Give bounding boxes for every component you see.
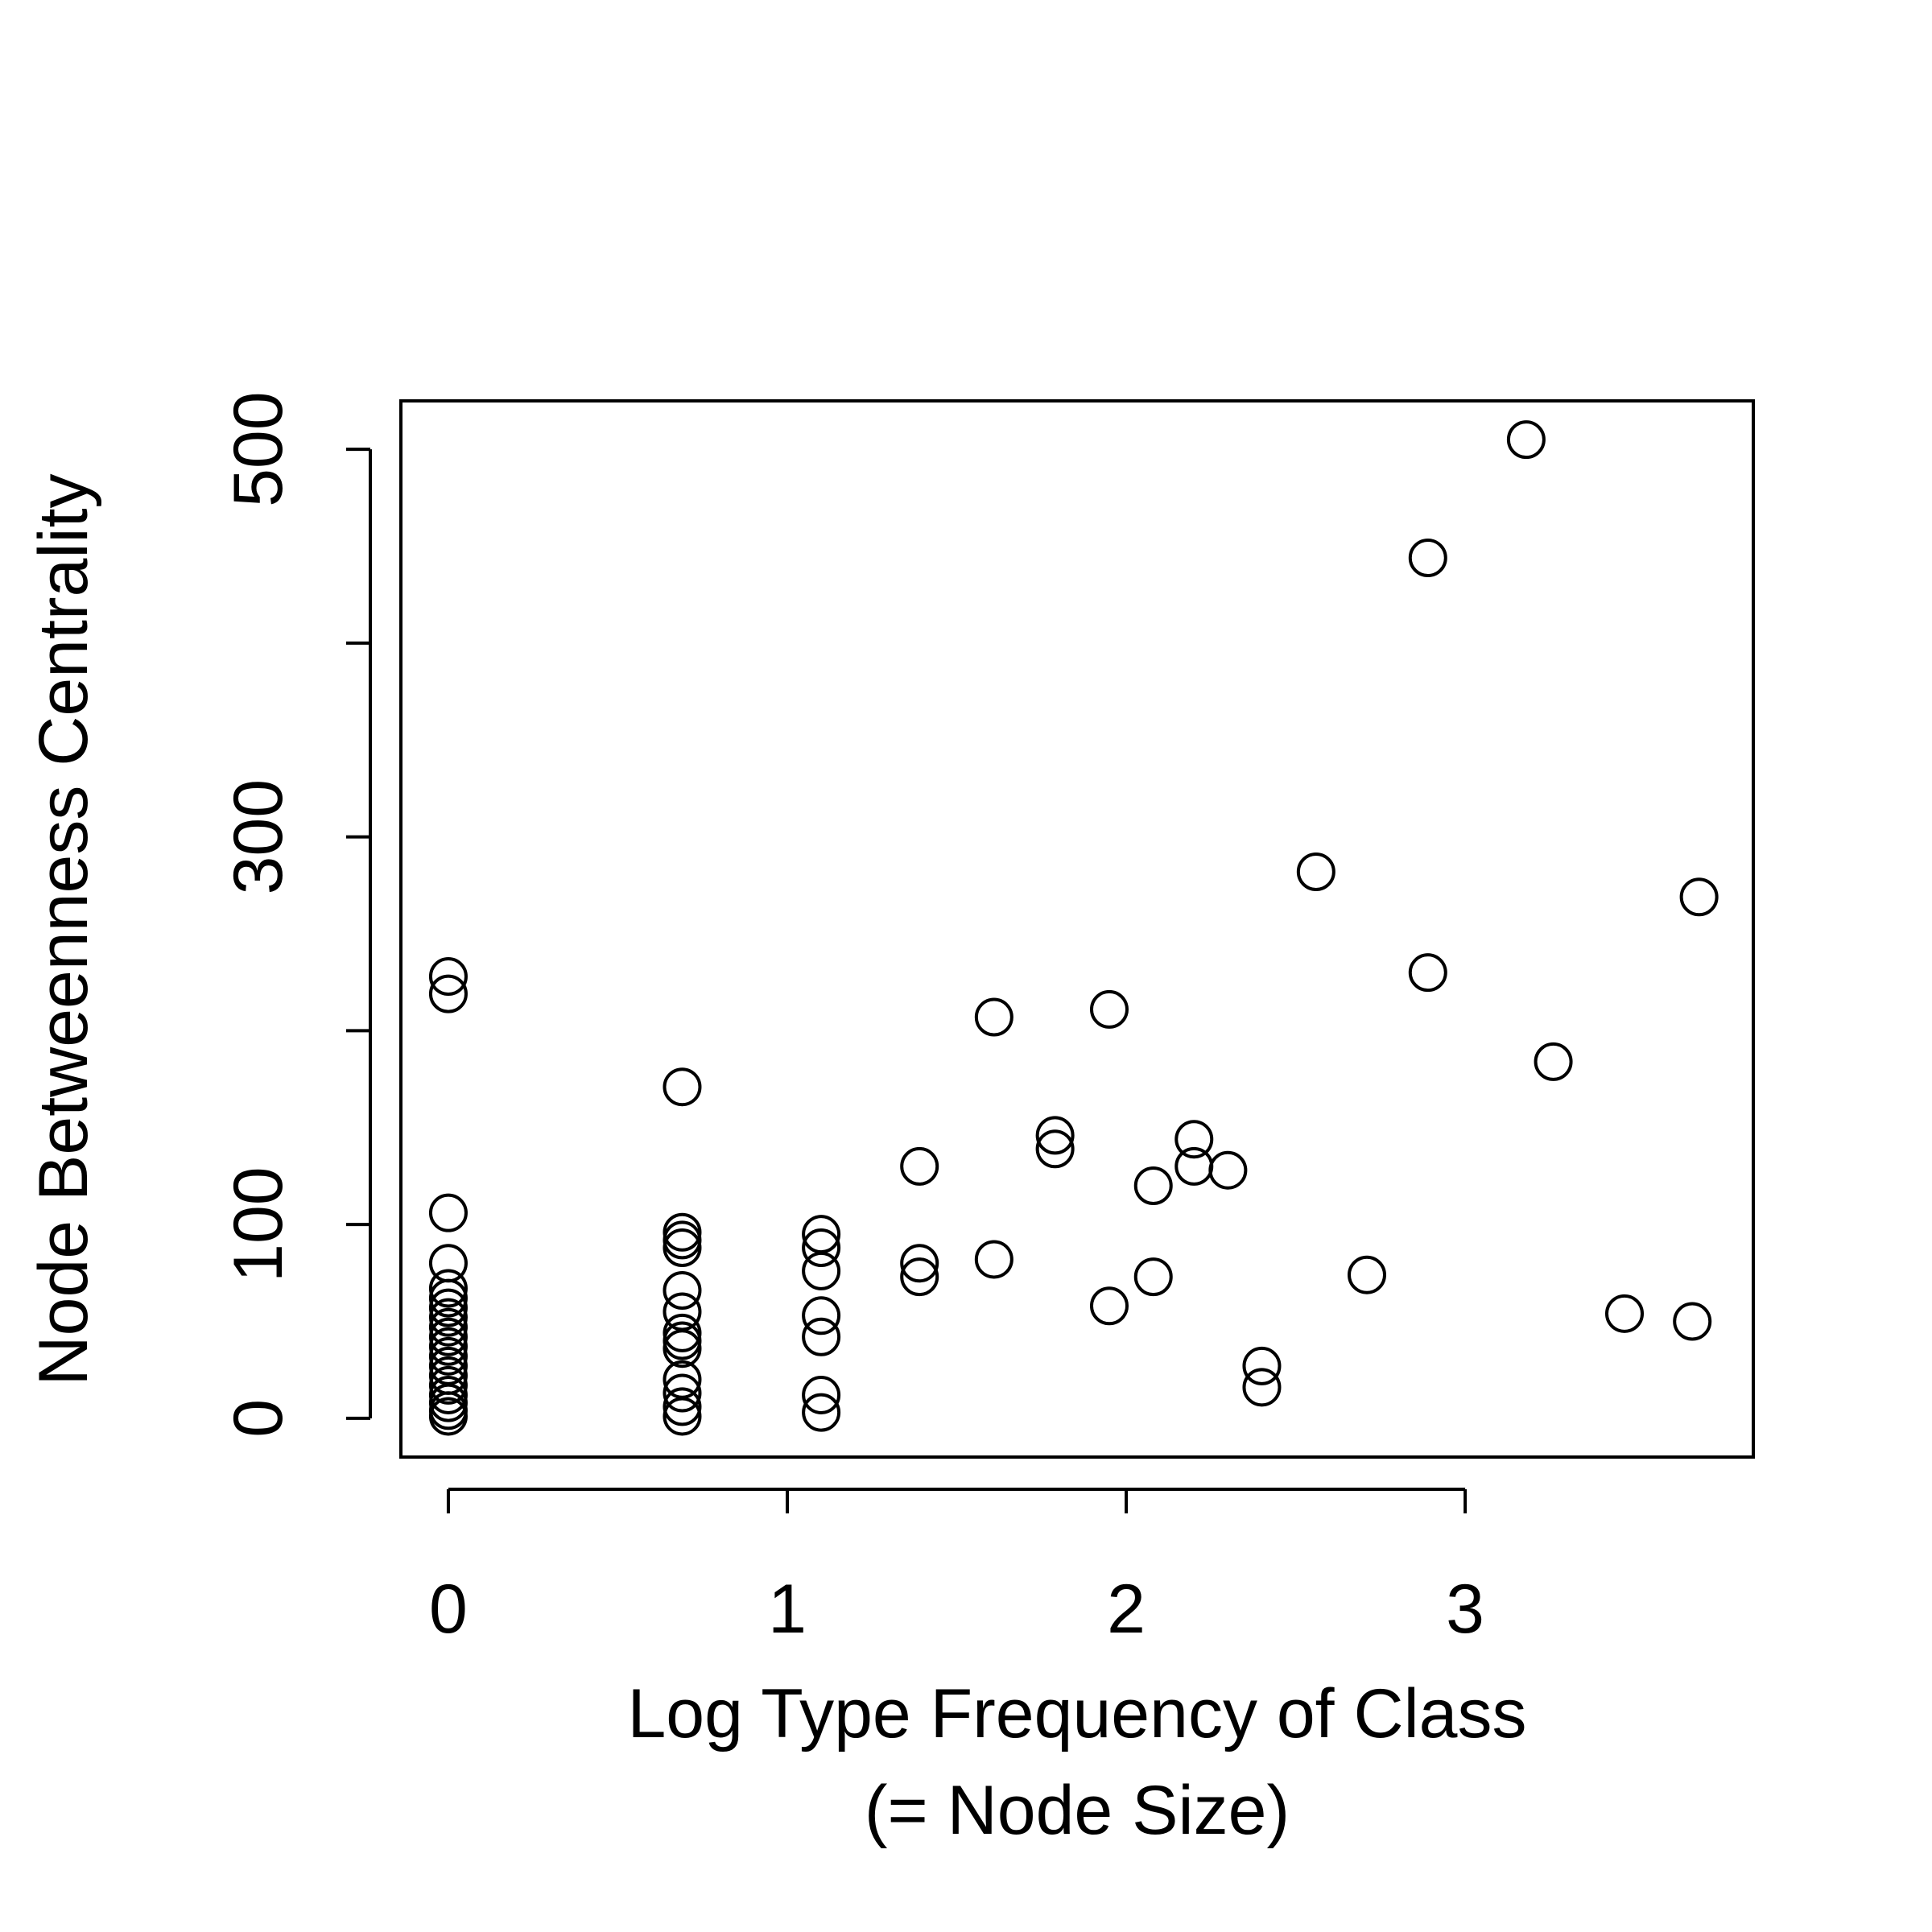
data-point: [1408, 953, 1447, 993]
x-axis-title: Log Type Frequency of Class (= Node Size…: [627, 1675, 1526, 1849]
x-tick-label: 1: [768, 1571, 807, 1648]
data-point: [1208, 1150, 1248, 1190]
data-point: [428, 1383, 468, 1422]
data-point: [663, 1313, 702, 1352]
x-tick-label: 0: [429, 1571, 468, 1648]
data-point: [428, 1327, 468, 1366]
data-point: [802, 1251, 841, 1290]
data-point: [663, 1387, 702, 1426]
data-point: [974, 997, 1013, 1037]
data-point: [802, 1296, 841, 1335]
data-point: [428, 1269, 468, 1308]
data-point: [1296, 852, 1335, 891]
data-point: [1408, 538, 1447, 577]
data-point: [802, 1228, 841, 1268]
data-point: [900, 1244, 939, 1283]
x-tick-label: 3: [1446, 1571, 1484, 1648]
data-point: [663, 1228, 702, 1268]
data-point: [900, 1146, 939, 1186]
y-tick-label: 500: [220, 391, 297, 507]
data-point: [1679, 877, 1719, 917]
y-tick-label: 100: [220, 1166, 297, 1282]
data-point: [1348, 1255, 1386, 1294]
data-point: [428, 956, 468, 996]
data-point: [802, 1393, 841, 1432]
x-axis-label-line-2: (= Node Size): [865, 1772, 1290, 1849]
data-point: [663, 1373, 702, 1413]
data-point: [663, 1397, 702, 1436]
data-point: [1035, 1129, 1075, 1169]
y-tick-label: 300: [220, 779, 297, 895]
data-point: [1035, 1116, 1075, 1155]
data-point: [428, 1317, 468, 1356]
data-point: [1090, 989, 1129, 1029]
data-point: [1242, 1346, 1282, 1385]
data-point: [428, 1298, 468, 1337]
data-point: [428, 1375, 468, 1414]
data-point: [428, 1397, 468, 1436]
data-point: [663, 1321, 702, 1360]
data-point: [1506, 420, 1546, 460]
y-tick-label: 0: [220, 1399, 297, 1438]
data-point: [663, 1067, 702, 1107]
data-point: [1242, 1368, 1282, 1407]
data-point: [428, 1336, 468, 1376]
data-point: [802, 1375, 841, 1414]
data-point: [1605, 1294, 1644, 1333]
y-axis: 0 100 300 500: [220, 391, 372, 1438]
data-point: [1174, 1120, 1214, 1159]
plot-frame: [399, 399, 1755, 1459]
data-point: [663, 1220, 702, 1260]
data-point: [900, 1257, 939, 1297]
data-point: [802, 1317, 841, 1356]
data-points: [428, 420, 1719, 1436]
data-point: [663, 1212, 702, 1252]
data-point: [1174, 1146, 1214, 1186]
data-point: [1673, 1302, 1712, 1341]
data-point: [1133, 1166, 1173, 1205]
data-point: [428, 1278, 468, 1318]
data-point: [1090, 1286, 1129, 1326]
y-axis-label: Node Betweenness Centrality: [25, 474, 102, 1386]
data-point: [428, 1365, 468, 1405]
data-point: [974, 1240, 1013, 1279]
data-point: [1133, 1257, 1173, 1297]
data-point: [428, 1288, 468, 1327]
data-point: [428, 1307, 468, 1347]
data-point: [663, 1329, 702, 1368]
x-axis: 0 1 2 3: [429, 1488, 1484, 1648]
data-point: [663, 1270, 702, 1310]
x-axis-label-line-1: Log Type Frequency of Class: [627, 1675, 1526, 1752]
data-point: [428, 1193, 468, 1232]
data-point: [1534, 1042, 1573, 1081]
x-tick-label: 2: [1107, 1571, 1146, 1648]
data-point: [428, 974, 468, 1013]
